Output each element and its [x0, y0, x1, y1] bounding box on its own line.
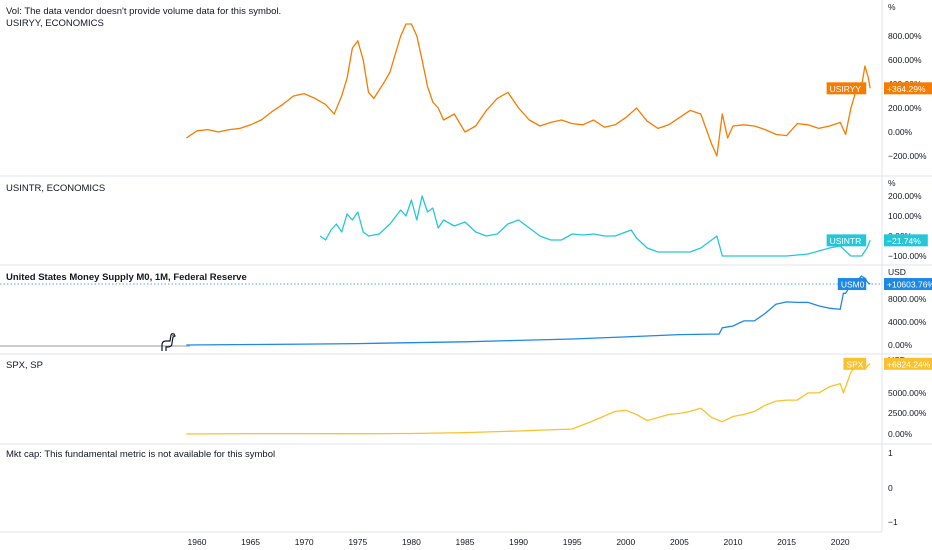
- pane-separators: [0, 0, 932, 532]
- pane-title-usintr[interactable]: USINTR, ECONOMICS: [6, 183, 106, 194]
- y-tick-label: 100.00%: [888, 211, 922, 221]
- y-tick-label: 0.00%: [888, 340, 913, 350]
- price-badge-spx: SPX +6824.24%: [843, 357, 932, 370]
- y-tick-label: 4000.00%: [888, 317, 927, 327]
- badge-value-label: +10603.76%: [887, 280, 932, 290]
- plot-area[interactable]: [0, 23, 882, 435]
- badge-symbol-label: USINTR: [830, 236, 862, 246]
- x-tick-label: 1995: [563, 537, 582, 547]
- x-tick-label: 1990: [509, 537, 528, 547]
- y-tick-label: 0.00%: [888, 429, 913, 439]
- badge-value-label: +364.29%: [887, 84, 926, 94]
- badge-value-label: +6824.24%: [887, 359, 931, 369]
- x-tick-label: 2005: [670, 537, 689, 547]
- y-tick-label: −200.00%: [888, 151, 927, 161]
- badge-symbol-bg: [826, 82, 867, 95]
- dino-icon: [161, 333, 176, 351]
- x-tick-label: 2020: [831, 537, 850, 547]
- price-badge-usiryy: USIRYY +364.29%: [826, 82, 932, 95]
- x-tick-label: 2000: [616, 537, 635, 547]
- badge-symbol-label: SPX: [846, 359, 863, 369]
- badge-symbol-label: USIRYY: [830, 84, 862, 94]
- badge-value-bg: [884, 234, 928, 247]
- series-line-usm0[interactable]: [186, 275, 871, 346]
- y-tick-label: 1: [888, 448, 893, 458]
- y-tick-label: 200.00%: [888, 191, 922, 201]
- x-tick-label: 1985: [456, 537, 475, 547]
- y-tick-label: 5000.00%: [888, 388, 927, 398]
- series-line-usintr[interactable]: [319, 195, 871, 257]
- badge-symbol-bg: [826, 234, 867, 247]
- y-tick-label: −1: [888, 517, 898, 527]
- series-line-usiryy[interactable]: [185, 23, 871, 157]
- badge-value-bg: [884, 278, 932, 291]
- y-tick-label: 0: [888, 483, 893, 493]
- y-tick-label: 2500.00%: [888, 408, 927, 418]
- badge-value-bg: [884, 357, 932, 370]
- y-tick-label: 800.00%: [888, 31, 922, 41]
- x-axis[interactable]: 1960 1965 1970 1975 1980 1985 1990 1995 2000 2005…: [0, 531, 882, 547]
- y-axis-unit: USD: [888, 267, 906, 277]
- y-tick-label: 8000.00%: [888, 294, 927, 304]
- badge-symbol-label: USM0: [841, 280, 865, 290]
- x-tick-label: 2010: [724, 537, 743, 547]
- series-line-spx[interactable]: [186, 361, 871, 435]
- pane-title-spx[interactable]: SPX, SP: [6, 360, 43, 371]
- pane-title-usiryy[interactable]: USIRYY, ECONOMICS: [6, 18, 104, 29]
- x-tick-label: 2015: [777, 537, 796, 547]
- badge-value-label: −21.74%: [887, 236, 921, 246]
- y-tick-label: 200.00%: [888, 103, 922, 113]
- price-badge-usm0: USM0 +10603.76%: [837, 278, 932, 291]
- pane-title-mktcap: Mkt cap: This fundamental metric is not …: [6, 449, 276, 460]
- badge-value-bg: [884, 82, 932, 95]
- y-tick-label: 600.00%: [888, 55, 922, 65]
- x-tick-label: 1960: [188, 537, 207, 547]
- volume-note: Vol: The data vendor doesn't provide vol…: [6, 6, 282, 17]
- price-badges: USIRYY +364.29% USINTR −21.74% USM0 +10603.76…: [826, 82, 932, 370]
- pane-title-usm0[interactable]: United States Money Supply M0, 1M, Feder…: [6, 272, 247, 283]
- y-axis-unit: %: [888, 178, 896, 188]
- price-badge-usintr: USINTR −21.74%: [826, 234, 928, 247]
- x-tick-label: 1975: [348, 537, 367, 547]
- x-tick-label: 1980: [402, 537, 421, 547]
- y-tick-label: 0.00%: [888, 127, 913, 137]
- x-tick-label: 1965: [241, 537, 260, 547]
- y-axis-unit: %: [888, 2, 896, 12]
- badge-symbol-bg: [837, 278, 867, 291]
- y-tick-label: −100.00%: [888, 251, 927, 261]
- badge-symbol-bg: [843, 357, 867, 370]
- x-tick-label: 1970: [295, 537, 314, 547]
